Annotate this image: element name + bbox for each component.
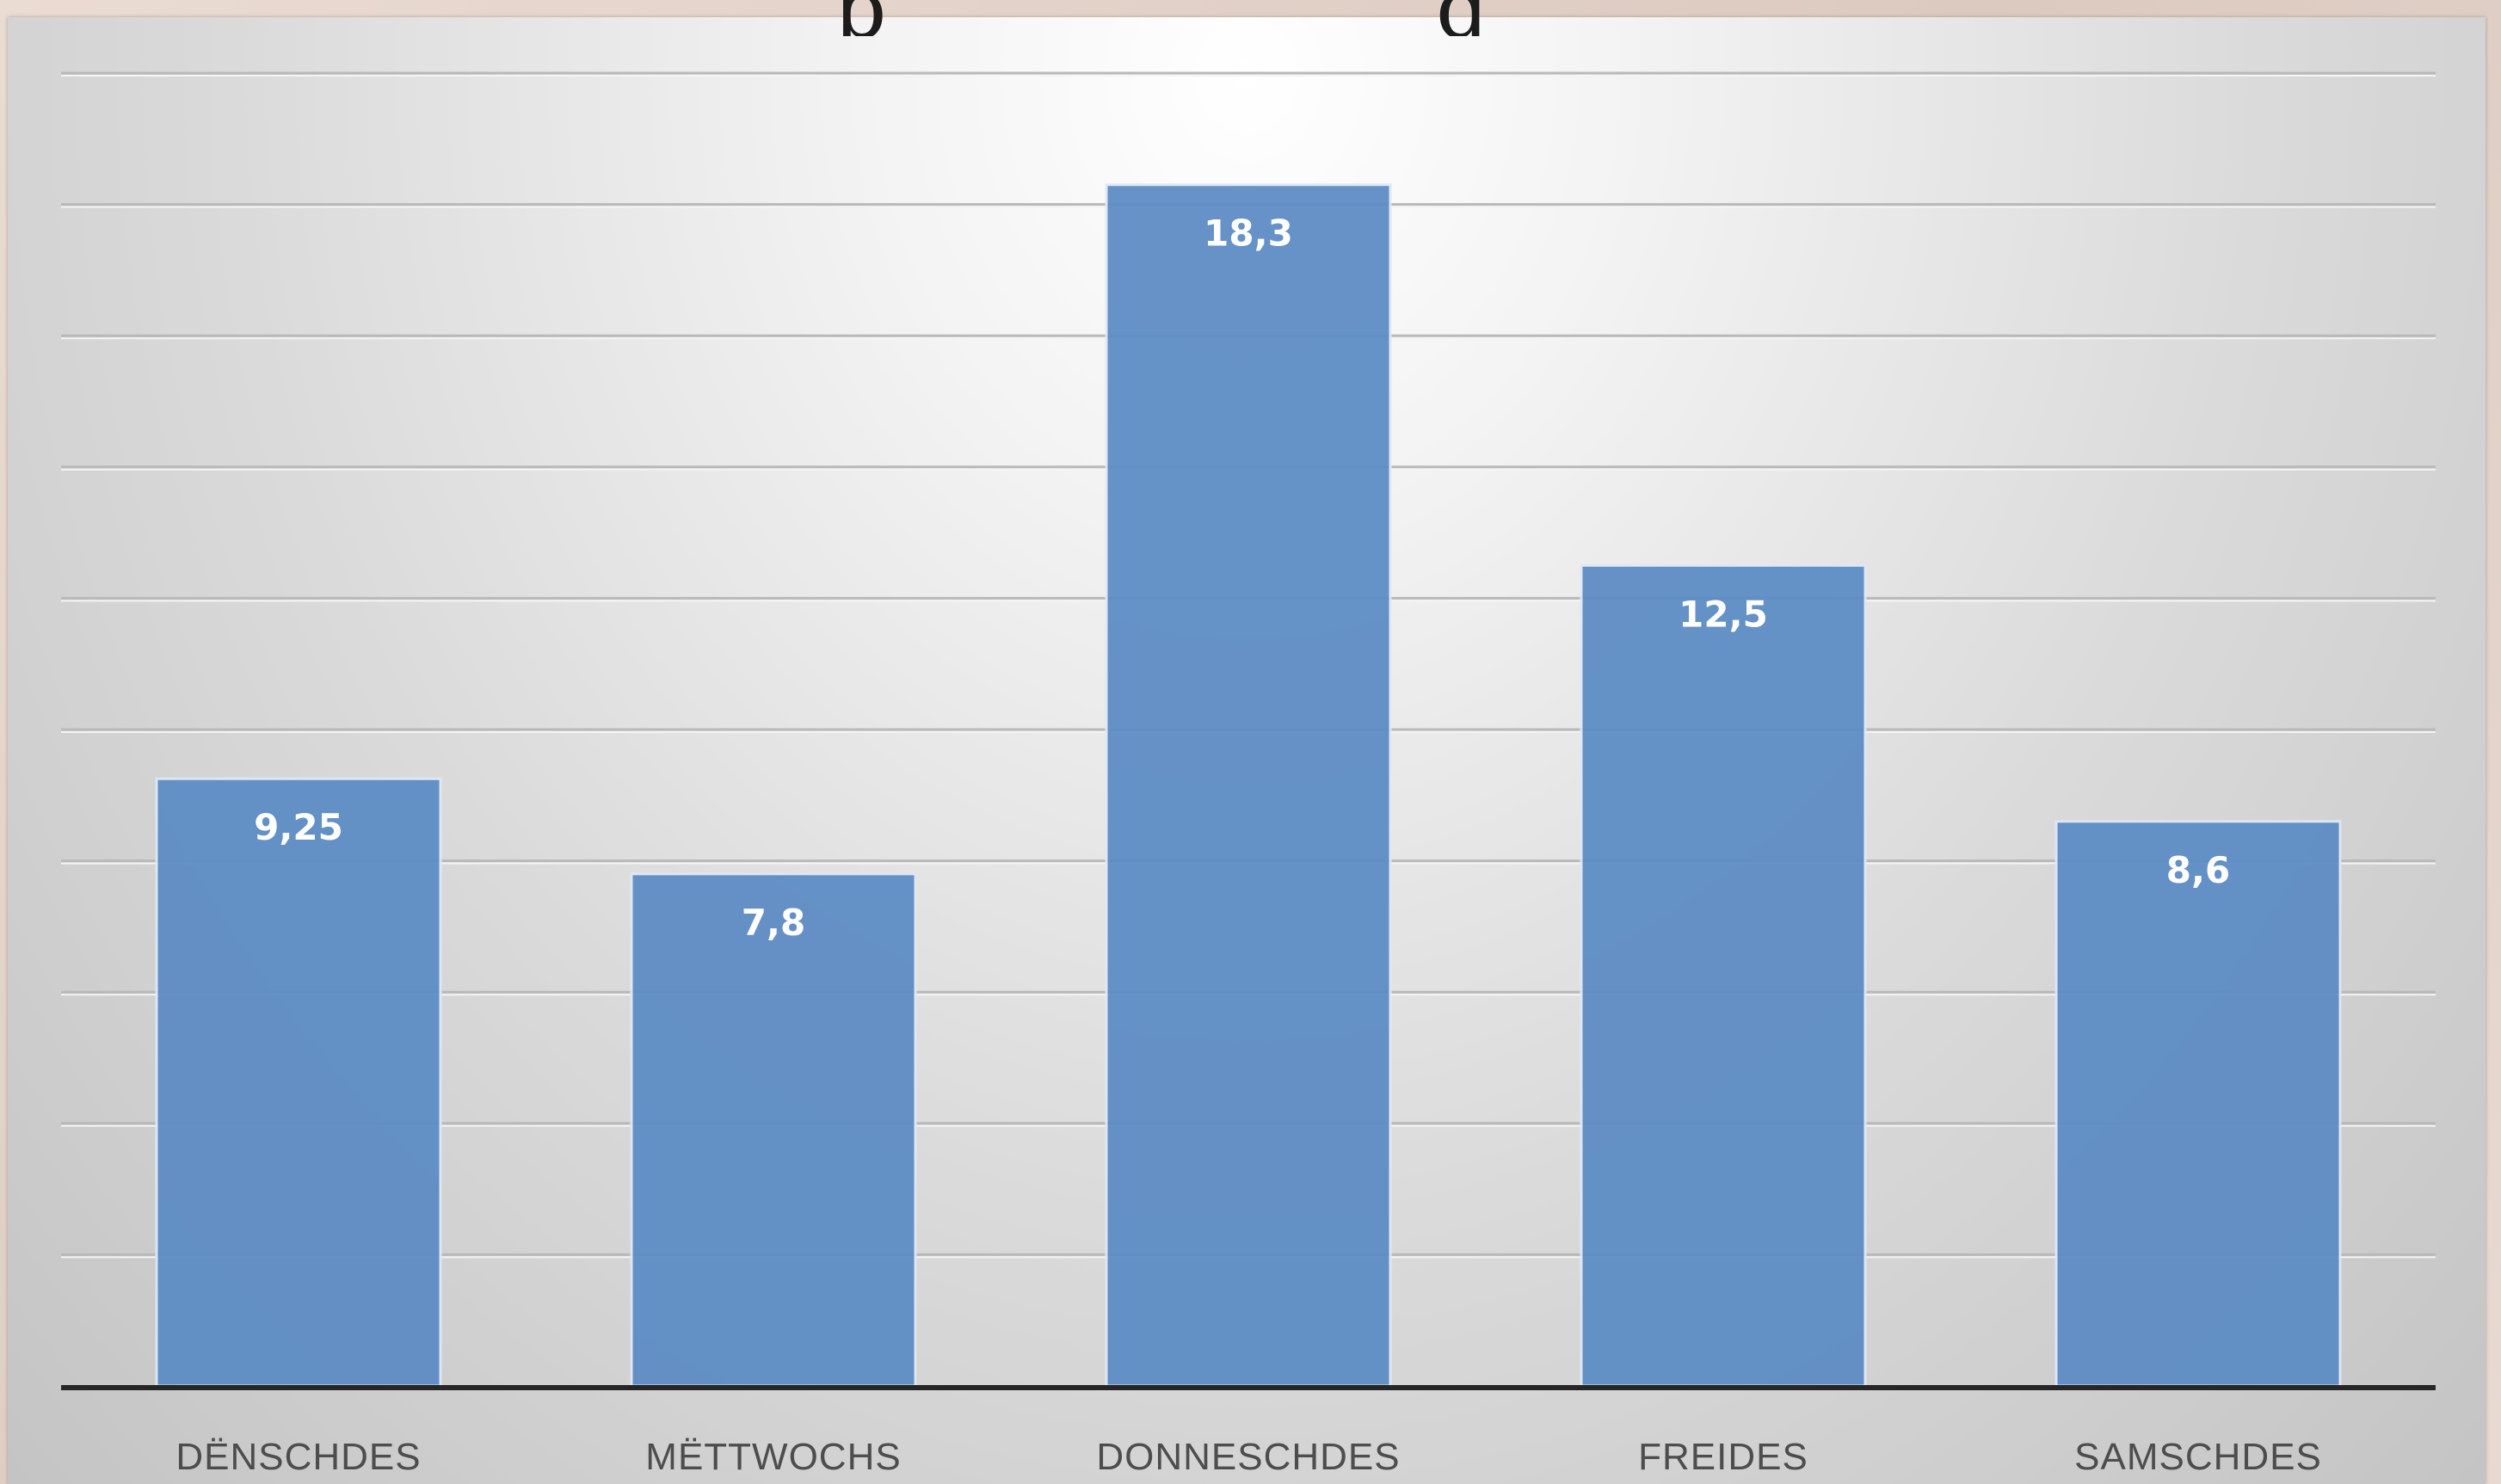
chart-panel: p g 9,25 7,8 18,3 12,5 8,6 DËNSCHDES MËTTWOCH… xyxy=(8,0,2486,1484)
bar-value-label: 7,8 xyxy=(742,902,805,944)
title-glyph: p xyxy=(834,0,886,36)
bar-value-label: 18,3 xyxy=(1204,212,1293,255)
bars xyxy=(155,183,2342,1388)
category-labels: DËNSCHDES MËTTWOCHS DONNESCHDES FREIDES SAMS… xyxy=(176,1436,2322,1478)
category-label: DONNESCHDES xyxy=(1096,1436,1400,1478)
bar xyxy=(1580,563,1867,1388)
category-label: MËTTWOCHS xyxy=(645,1436,901,1478)
bar xyxy=(155,777,442,1388)
bar xyxy=(630,872,917,1388)
bar-value-label: 8,6 xyxy=(2166,849,2230,891)
category-label: DËNSCHDES xyxy=(176,1436,421,1478)
bar-value-label: 9,25 xyxy=(254,806,343,848)
bar-chart: 9,25 7,8 18,3 12,5 8,6 DËNSCHDES MËTTWOCHS DON… xyxy=(61,71,2436,1478)
bar xyxy=(2054,820,2342,1388)
bar xyxy=(1105,183,1392,1388)
category-label: FREIDES xyxy=(1638,1436,1808,1478)
bar-value-label: 12,5 xyxy=(1679,593,1768,635)
chart-title-cropped: p g xyxy=(782,0,1556,36)
data-labels: 9,25 7,8 18,3 12,5 8,6 xyxy=(254,212,2230,944)
category-label: SAMSCHDES xyxy=(2074,1436,2322,1478)
title-glyph: g xyxy=(1436,0,1488,36)
